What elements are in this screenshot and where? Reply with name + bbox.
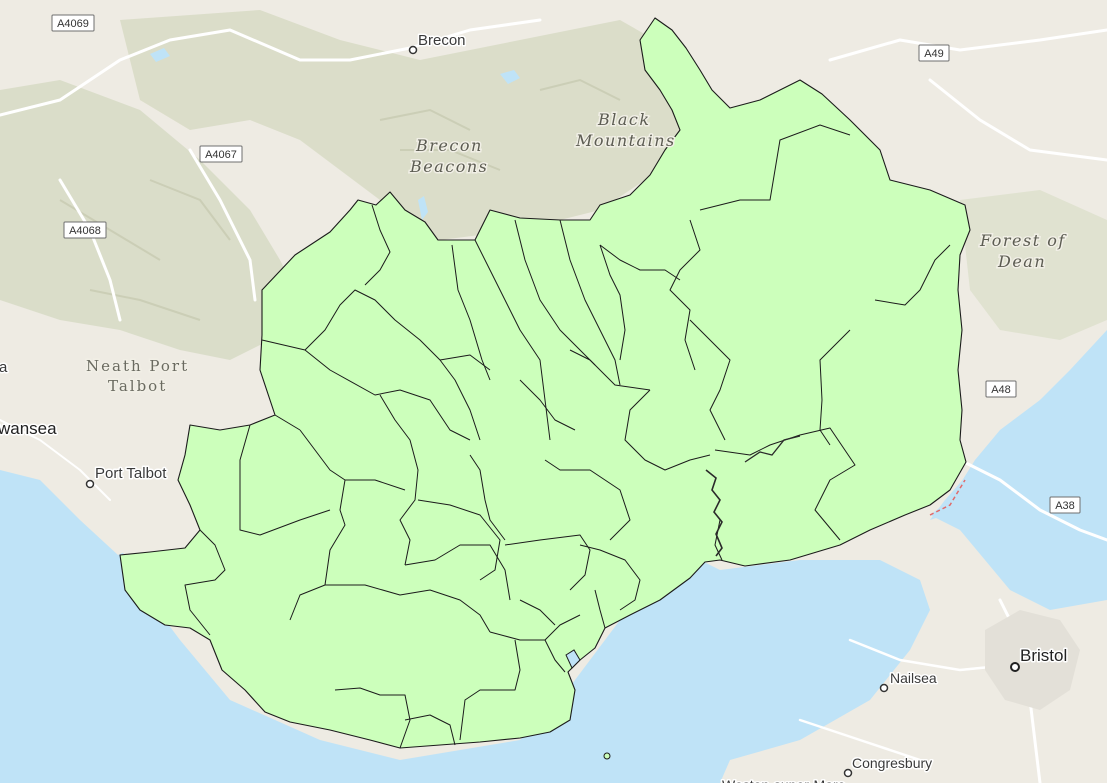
label-swansea: wansea [0, 419, 57, 438]
brecon-marker [408, 45, 418, 55]
label-black-mountains-1: Black [597, 110, 651, 129]
reservoir [418, 196, 428, 220]
label-neath-port-talbot-1: Neath Port [86, 357, 189, 375]
road-shield-a4069: A4069 [51, 14, 95, 32]
bristol-urban [985, 610, 1080, 710]
road-shield-a38: A38 [1049, 496, 1081, 514]
terrain-dean [960, 190, 1107, 340]
road-shield-a4068: A4068 [63, 221, 107, 239]
label-swansea-prefix: a [0, 359, 8, 376]
svg-text:A4069: A4069 [57, 18, 89, 30]
terrain-brecon [120, 10, 700, 240]
label-brecon: Brecon [418, 32, 466, 49]
label-forest-of-dean-1: Forest of [979, 231, 1067, 250]
congresbury-marker [843, 768, 853, 778]
river [705, 469, 723, 557]
severn-estuary [930, 330, 1107, 520]
terrain-ridges [59, 78, 621, 321]
nailsea-marker [879, 683, 889, 693]
label-weston: Weston-super-Mare [722, 777, 846, 783]
svg-text:A4067: A4067 [205, 149, 237, 161]
label-brecon-beacons-2: Beacons [409, 157, 488, 176]
lake [500, 70, 520, 84]
label-congresbury: Congresbury [852, 755, 932, 771]
island [603, 752, 611, 760]
road-shield-a4067: A4067 [199, 145, 243, 163]
svg-text:A4068: A4068 [69, 225, 101, 237]
svg-text:A49: A49 [924, 48, 944, 60]
river [744, 435, 801, 463]
land-swansea [0, 380, 140, 555]
lake [150, 48, 170, 62]
inlet [565, 649, 581, 669]
port-talbot-marker [85, 479, 95, 489]
label-neath-port-talbot-2: Talbot [108, 377, 167, 395]
label-port-talbot: Port Talbot [95, 465, 167, 482]
bristol-marker [1010, 662, 1020, 672]
label-brecon-beacons-1: Brecon [415, 136, 483, 155]
label-forest-of-dean-2: Dean [997, 252, 1046, 271]
label-bristol: Bristol [1020, 646, 1067, 665]
label-nailsea: Nailsea [890, 670, 937, 686]
study-area[interactable] [119, 17, 971, 760]
label-black-mountains-2: Mountains [575, 131, 676, 150]
svg-text:A48: A48 [991, 384, 1011, 396]
road-shield-a48: A48 [985, 380, 1017, 398]
svg-text:A38: A38 [1055, 500, 1075, 512]
terrain-west [0, 80, 300, 360]
road-shield-a49: A49 [918, 44, 950, 62]
